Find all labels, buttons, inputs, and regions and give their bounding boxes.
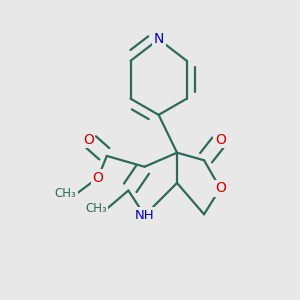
Text: N: N xyxy=(154,32,164,46)
Text: O: O xyxy=(215,133,226,147)
Text: CH₃: CH₃ xyxy=(55,187,76,200)
Text: O: O xyxy=(83,133,94,147)
Text: O: O xyxy=(93,171,104,184)
Text: O: O xyxy=(215,182,226,195)
Text: NH: NH xyxy=(135,209,155,222)
Text: CH₃: CH₃ xyxy=(85,202,107,215)
